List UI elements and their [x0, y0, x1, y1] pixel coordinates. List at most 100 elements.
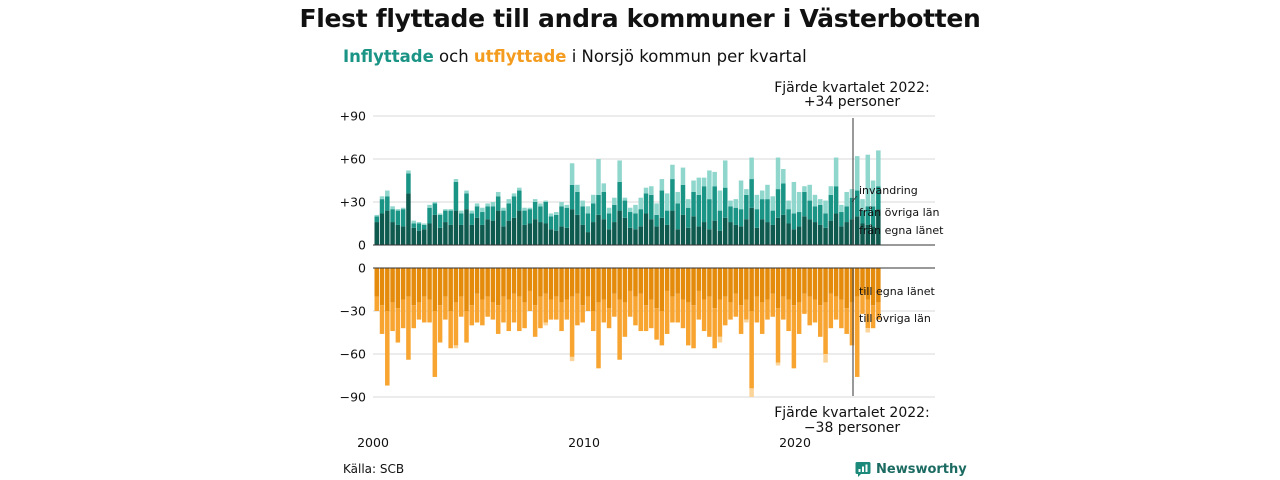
bar-in-1 [606, 213, 612, 230]
bar-in-2 [833, 157, 839, 187]
bar-in-1 [495, 196, 501, 211]
bar-in-1 [374, 216, 379, 223]
bar-out-0 [480, 268, 485, 300]
bar-in-1 [738, 209, 744, 227]
bar-in-1 [527, 209, 533, 224]
x-tick-label: 2010 [568, 435, 600, 450]
bar-in-0 [696, 226, 702, 245]
bar-out-2 [775, 362, 781, 366]
bar-in-1 [870, 206, 876, 227]
bar-out-0 [865, 268, 871, 300]
bar-out-1 [585, 296, 591, 311]
bar-in-0 [601, 219, 607, 245]
bar-in-1 [469, 213, 475, 225]
bar-in-0 [818, 224, 823, 245]
bar-in-1 [839, 212, 844, 227]
bar-out-1 [432, 311, 438, 377]
bar-in-2 [416, 222, 422, 224]
bar-out-0 [474, 268, 480, 294]
bar-in-0 [416, 230, 422, 245]
bar-out-1 [733, 293, 739, 317]
brand[interactable]: Newsworthy [855, 461, 967, 478]
annotation-bottom-line1: Fjärde kvartalet 2022: [774, 405, 930, 421]
bar-in-2 [464, 190, 469, 194]
bar-in-2 [818, 199, 823, 205]
bar-in-1 [548, 216, 554, 230]
bar-in-1 [854, 190, 860, 217]
bar-out-1 [844, 308, 849, 334]
bar-out-0 [590, 268, 596, 311]
bar-in-1 [480, 212, 485, 225]
bar-out-1 [416, 302, 422, 320]
bar-out-2 [717, 336, 723, 343]
bar-in-0 [411, 227, 416, 245]
bar-in-1 [722, 187, 728, 218]
bar-in-1 [437, 214, 443, 228]
bar-in-0 [738, 226, 744, 245]
bar-in-2 [796, 191, 802, 213]
bar-in-2 [527, 207, 533, 210]
bar-in-1 [686, 207, 691, 228]
bar-in-1 [649, 194, 654, 220]
bar-out-1 [390, 302, 395, 332]
bar-in-2 [432, 202, 438, 204]
bar-in-2 [638, 197, 643, 210]
bar-in-0 [532, 219, 538, 245]
bar-out-1 [717, 299, 723, 337]
bar-in-0 [722, 217, 728, 245]
bar-out-0 [733, 268, 739, 294]
bar-in-1 [511, 196, 517, 218]
brand-name: Newsworthy [876, 462, 967, 477]
bar-in-0 [385, 210, 390, 245]
bar-in-1 [617, 181, 622, 211]
bar-in-2 [770, 196, 775, 211]
bar-in-1 [422, 224, 427, 230]
subtitle-utflyttade: utflyttade [473, 47, 567, 66]
bar-out-1 [707, 296, 712, 337]
bar-in-0 [633, 229, 638, 245]
bar-in-1 [812, 206, 818, 223]
bar-in-2 [860, 199, 865, 211]
bar-out-1 [427, 299, 432, 323]
bar-out-1 [517, 296, 522, 332]
bar-out-1 [839, 299, 844, 329]
bar-in-0 [802, 216, 807, 245]
bar-in-2 [733, 199, 739, 208]
bar-in-0 [590, 222, 596, 245]
newsworthy-logo-icon [855, 462, 871, 477]
bar-in-0 [480, 224, 485, 245]
bar-in-2 [781, 169, 786, 184]
bar-out-0 [543, 268, 548, 294]
bar-in-1 [833, 186, 839, 214]
bar-in-2 [823, 200, 828, 214]
bar-out-0 [828, 268, 834, 294]
bar-out-0 [469, 268, 475, 306]
bar-out-0 [781, 268, 786, 297]
bar-in-2 [538, 203, 543, 207]
series-label-fran-egna-lanet: från egna länet [859, 224, 944, 237]
bar-in-2 [802, 186, 807, 192]
bar-in-2 [580, 200, 585, 207]
x-tick-label: 2020 [779, 435, 811, 450]
bar-out-0 [506, 268, 511, 300]
bar-out-0 [802, 268, 807, 294]
bar-out-0 [527, 268, 533, 291]
bar-out-1 [532, 305, 538, 337]
bar-in-2 [517, 187, 522, 191]
bar-out-1 [596, 302, 601, 369]
bar-in-2 [400, 207, 406, 210]
bar-in-2 [495, 191, 501, 197]
bar-in-2 [575, 184, 580, 192]
bar-in-2 [707, 170, 712, 200]
bar-in-1 [733, 207, 739, 225]
bar-in-0 [564, 227, 570, 245]
bar-out-0 [659, 268, 665, 311]
bar-in-1 [580, 206, 585, 225]
bar-out-1 [538, 296, 543, 329]
bar-out-0 [722, 268, 728, 297]
bar-out-1 [395, 308, 401, 343]
bar-out-0 [596, 268, 601, 303]
bar-in-1 [501, 210, 506, 227]
bar-in-2 [680, 167, 686, 185]
bar-in-0 [807, 219, 812, 245]
